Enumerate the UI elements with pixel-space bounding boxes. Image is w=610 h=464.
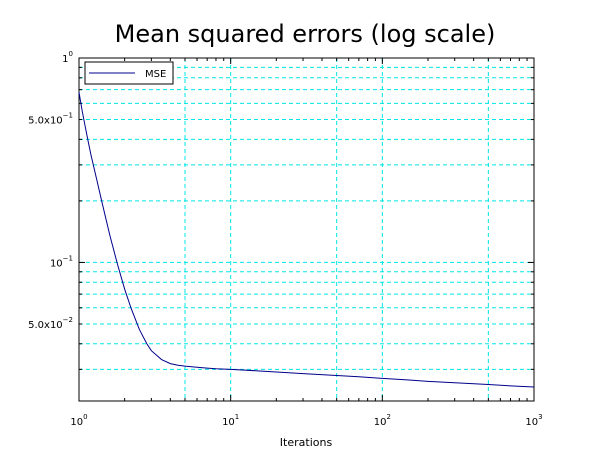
y-tick-label: 10 xyxy=(62,50,73,65)
chart-title: Mean squared errors (log scale) xyxy=(115,20,496,48)
x-tick-label-exp: 3 xyxy=(538,413,542,421)
y-tick-label: 10−1 xyxy=(50,254,73,269)
y-tick-label: 5.0x10−2 xyxy=(28,316,73,331)
x-tick-label: 103 xyxy=(525,413,542,428)
y-tick-label-base: 5.0x10 xyxy=(28,320,63,331)
x-tick-label-base: 10 xyxy=(525,417,538,428)
legend-label: MSE xyxy=(145,69,166,80)
x-tick-label: 100 xyxy=(70,413,87,428)
y-tick-label: 5.0x10−1 xyxy=(28,112,73,127)
y-tick-label-exp: −1 xyxy=(63,112,73,120)
grid xyxy=(79,58,534,401)
series-line-mse xyxy=(78,92,535,388)
x-tick-label-exp: 1 xyxy=(235,413,239,421)
y-tick-label-exp: −1 xyxy=(63,254,73,262)
x-tick-label: 102 xyxy=(374,413,391,428)
x-tick-label: 101 xyxy=(222,413,239,428)
y-tick-label-base: 5.0x10 xyxy=(28,116,63,127)
x-axis-title: Iterations xyxy=(280,436,333,449)
x-tick-label-exp: 0 xyxy=(83,413,87,421)
series-layer xyxy=(78,92,535,388)
legend: MSE xyxy=(84,61,174,85)
y-tick-label-base: 1 xyxy=(62,54,68,65)
y-tick-label-base: 10 xyxy=(50,258,63,269)
y-tick-label-exp: 0 xyxy=(69,50,73,58)
x-tick-label-exp: 2 xyxy=(386,413,390,421)
y-tick-label-exp: −2 xyxy=(63,316,73,324)
plot-frame xyxy=(78,57,535,402)
x-tick-label-base: 10 xyxy=(70,417,83,428)
x-tick-label-base: 10 xyxy=(374,417,387,428)
x-tick-label-base: 10 xyxy=(222,417,235,428)
